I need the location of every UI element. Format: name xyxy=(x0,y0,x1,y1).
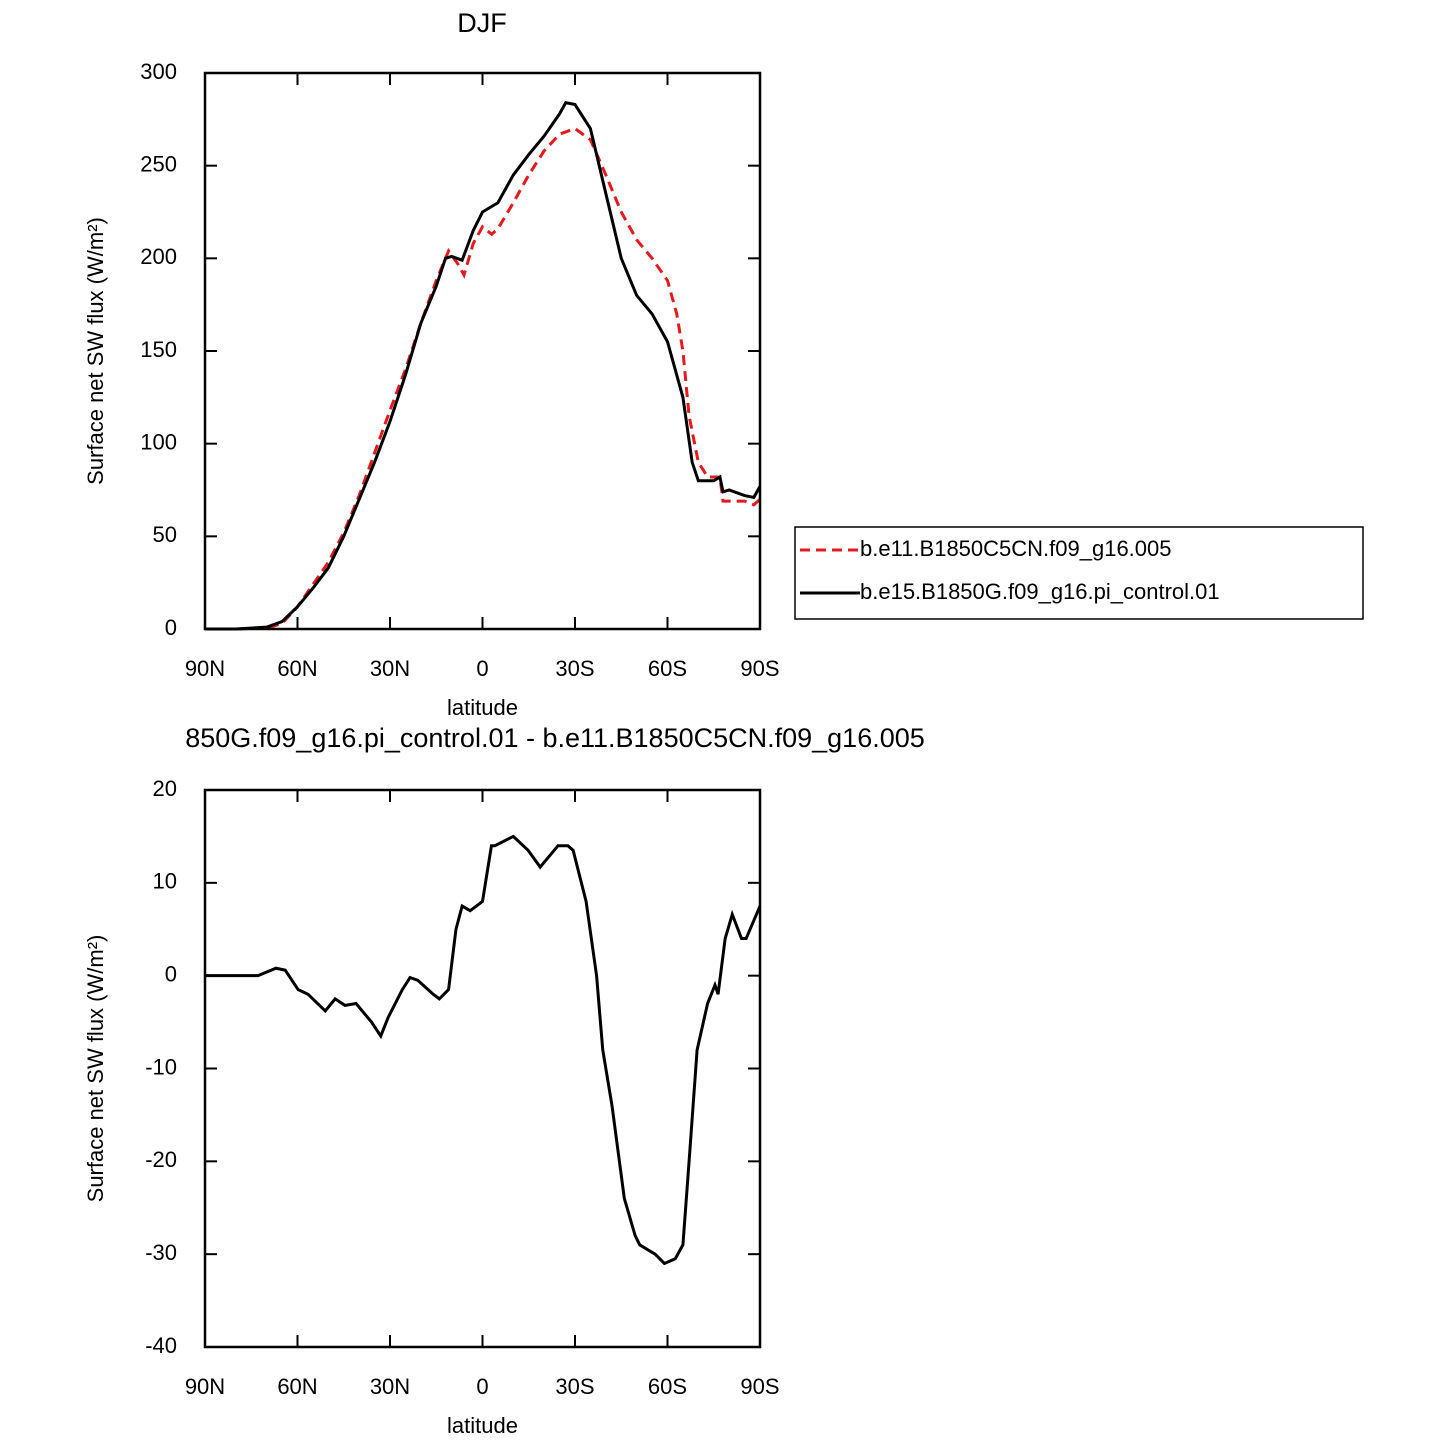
x-tick-label: 60N xyxy=(277,656,317,681)
y-tick-label: 50 xyxy=(153,522,177,547)
plot-frame xyxy=(203,788,762,1349)
legend-box xyxy=(794,526,1364,620)
x-axis-label: latitude xyxy=(447,1413,518,1438)
y-tick-label: 300 xyxy=(140,59,177,84)
x-tick-label: 30N xyxy=(370,1374,410,1399)
y-tick-label: 0 xyxy=(165,615,177,640)
data-line xyxy=(205,834,762,1266)
x-tick-label: 60N xyxy=(277,1374,317,1399)
chart-title: DJF xyxy=(457,8,507,38)
x-tick-label: 0 xyxy=(476,1374,488,1399)
y-tick-label: 100 xyxy=(140,429,177,454)
y-axis-label: Surface net SW flux (W/m²) xyxy=(83,217,108,485)
y-tick-label: -20 xyxy=(145,1147,177,1172)
legend-label: b.e15.B1850G.f09_g16.pi_control.01 xyxy=(860,579,1220,604)
x-tick-label: 30S xyxy=(555,1374,594,1399)
y-tick-label: 0 xyxy=(165,961,177,986)
x-tick-label: 90N xyxy=(185,1374,225,1399)
y-tick-label: 200 xyxy=(140,244,177,269)
x-tick-label: 60S xyxy=(648,656,687,681)
y-tick-label: -40 xyxy=(145,1333,177,1358)
y-tick-label: 20 xyxy=(153,776,177,801)
x-tick-label: 90S xyxy=(740,1374,779,1399)
y-tick-label: -10 xyxy=(145,1054,177,1079)
x-tick-label: 30S xyxy=(555,656,594,681)
x-axis-label: latitude xyxy=(447,695,518,720)
x-tick-label: 0 xyxy=(476,656,488,681)
chart-title: 850G.f09_g16.pi_control.01 - b.e11.B1850… xyxy=(185,723,925,753)
y-tick-label: -30 xyxy=(145,1240,177,1265)
x-tick-label: 90N xyxy=(185,656,225,681)
data-line xyxy=(205,100,762,631)
legend-label: b.e11.B1850C5CN.f09_g16.005 xyxy=(860,536,1172,561)
x-tick-label: 60S xyxy=(648,1374,687,1399)
y-axis-label: Surface net SW flux (W/m²) xyxy=(83,935,108,1203)
x-tick-label: 30N xyxy=(370,656,410,681)
x-tick-label: 90S xyxy=(740,656,779,681)
y-tick-label: 10 xyxy=(153,869,177,894)
y-tick-label: 150 xyxy=(140,337,177,362)
plot-frame xyxy=(203,71,762,631)
y-tick-label: 250 xyxy=(140,151,177,176)
